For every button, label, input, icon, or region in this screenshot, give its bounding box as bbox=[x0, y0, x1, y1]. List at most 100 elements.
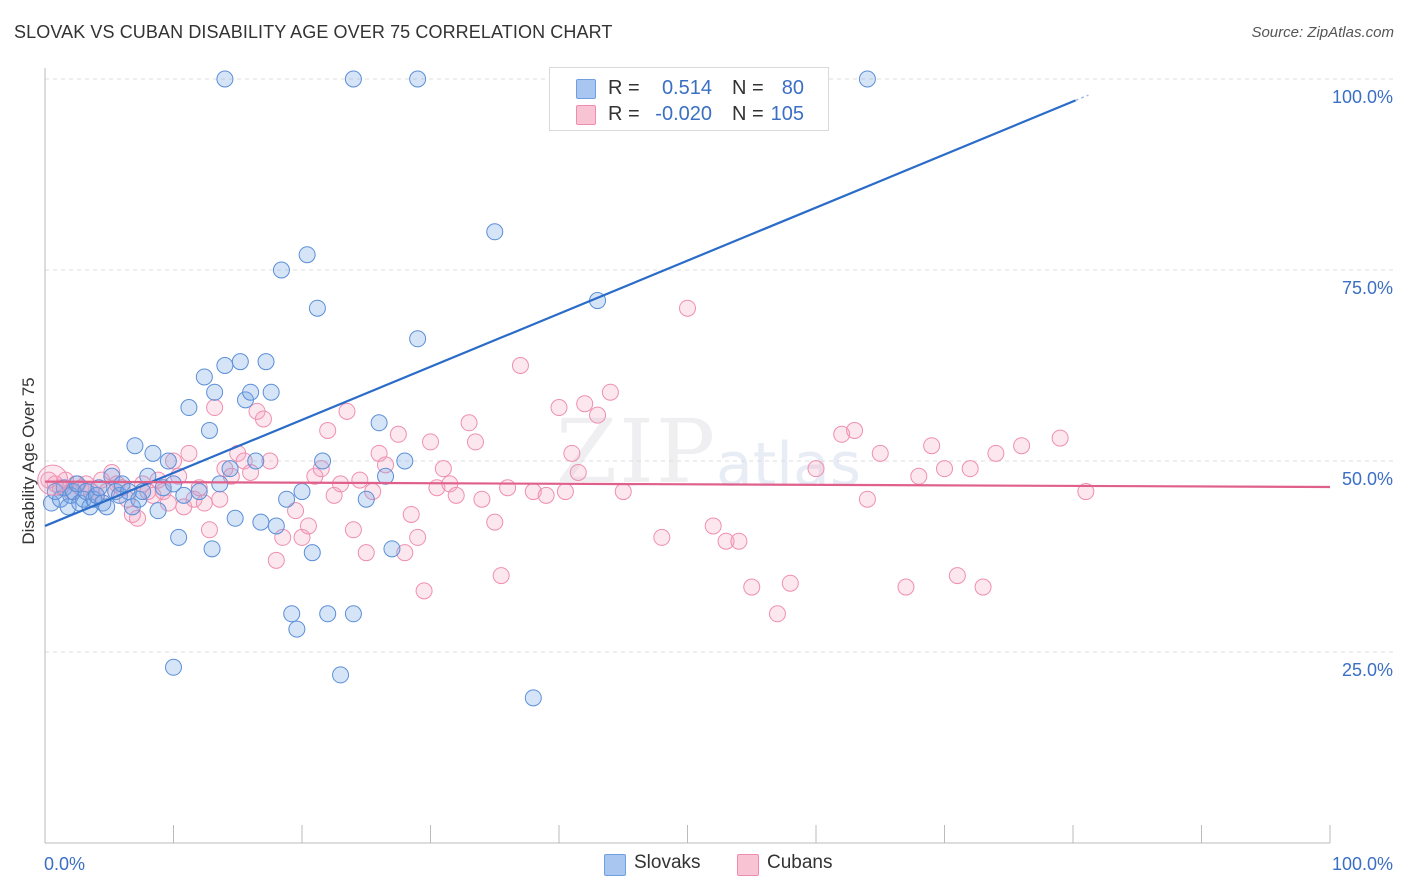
slovak-point bbox=[144, 444, 162, 462]
legend-n-value: 80 bbox=[781, 77, 804, 99]
legend-row-cubans: R = -0.020 N = 105 bbox=[550, 102, 828, 128]
slovak-point bbox=[216, 70, 234, 88]
slovak-point bbox=[293, 483, 311, 501]
slovak-point bbox=[195, 368, 213, 386]
correlation-legend: R = 0.514 N = 80 R = -0.020 N = 105 bbox=[549, 67, 829, 131]
slovak-point bbox=[165, 475, 182, 493]
cuban-point bbox=[846, 421, 864, 439]
chart-title: SLOVAK VS CUBAN DISABILITY AGE OVER 75 C… bbox=[14, 22, 613, 42]
cuban-point bbox=[396, 544, 414, 562]
cuban-point bbox=[415, 582, 433, 600]
y-axis-label: Disability Age Over 75 bbox=[19, 377, 38, 544]
cuban-point bbox=[717, 532, 735, 550]
slovak-point bbox=[272, 261, 290, 279]
cuban-point bbox=[180, 444, 198, 462]
slovak-point bbox=[383, 540, 401, 558]
slovak-point bbox=[396, 452, 414, 470]
cuban-point bbox=[338, 402, 356, 420]
slovak-point bbox=[216, 357, 234, 374]
cuban-point bbox=[679, 299, 696, 317]
cuban-point bbox=[389, 425, 407, 443]
x-tick-label: 100.0% bbox=[1332, 854, 1393, 874]
slovak-point bbox=[370, 414, 388, 432]
cuban-point bbox=[563, 444, 581, 462]
legend-swatch-slovaks bbox=[576, 79, 596, 99]
legend-row-slovaks: R = 0.514 N = 80 bbox=[550, 76, 828, 102]
watermark-sub: atlas bbox=[716, 430, 861, 500]
cuban-point bbox=[974, 578, 992, 596]
cuban-point bbox=[550, 399, 568, 417]
cuban-point bbox=[344, 521, 362, 539]
slovak-point bbox=[288, 620, 306, 638]
legend-n-value: 105 bbox=[770, 103, 804, 125]
cuban-point bbox=[492, 567, 510, 585]
slovak-point bbox=[226, 509, 244, 527]
cuban-point bbox=[402, 505, 420, 523]
cuban-point bbox=[743, 578, 761, 596]
cuban-point bbox=[190, 479, 208, 497]
y-tick-label: 100.0% bbox=[1332, 87, 1393, 107]
slovak-point bbox=[357, 490, 375, 508]
slovak-point bbox=[154, 479, 172, 497]
cuban-point bbox=[473, 490, 491, 508]
slovak-point bbox=[319, 605, 337, 623]
slovak-point bbox=[298, 246, 316, 264]
cuban-point bbox=[267, 551, 285, 569]
slovak-point bbox=[252, 513, 270, 531]
slovak-point bbox=[257, 353, 275, 371]
cuban-point bbox=[923, 437, 941, 455]
legend-r-label: R = bbox=[608, 103, 640, 125]
slovak-point bbox=[190, 483, 208, 501]
cuban-point bbox=[287, 502, 305, 520]
watermark-main: ZIP bbox=[556, 400, 718, 503]
legend-r-value: 0.514 bbox=[661, 77, 712, 99]
slovak-point bbox=[267, 517, 285, 535]
x-tick-label: 0.0% bbox=[44, 854, 85, 874]
slovak-point bbox=[262, 383, 280, 401]
legend-n-label: N = bbox=[732, 103, 764, 125]
slovak-point bbox=[221, 460, 239, 478]
slovak-point bbox=[409, 330, 427, 348]
slovak-point bbox=[524, 689, 542, 707]
cuban-trend-line bbox=[44, 480, 1331, 489]
source-credit: Source: ZipAtlas.com bbox=[1251, 24, 1394, 41]
slovak-point bbox=[211, 475, 229, 493]
cuban-point bbox=[589, 406, 607, 424]
cuban-point bbox=[768, 605, 786, 623]
cuban-point bbox=[1077, 483, 1095, 501]
cuban-point bbox=[653, 528, 671, 546]
cuban-point bbox=[206, 399, 224, 417]
slovak-point bbox=[308, 299, 326, 317]
slovak-point bbox=[149, 502, 167, 520]
slovak-point bbox=[303, 544, 321, 562]
cuban-point bbox=[556, 483, 574, 501]
cuban-point bbox=[807, 460, 825, 478]
cuban-point bbox=[511, 357, 529, 374]
cuban-point bbox=[165, 452, 182, 470]
cuban-point bbox=[409, 528, 427, 546]
cuban-point bbox=[987, 444, 1005, 462]
cuban-point bbox=[299, 517, 317, 535]
cuban-point bbox=[910, 467, 928, 485]
cuban-point bbox=[499, 479, 517, 497]
bottom-legend-swatch-cubans bbox=[737, 854, 759, 876]
slovak-point bbox=[247, 452, 265, 470]
legend-r-value: -0.020 bbox=[655, 103, 712, 125]
slovak-point bbox=[242, 383, 260, 401]
slovak-point bbox=[159, 452, 177, 470]
bottom-legend-label-slovaks: Slovaks bbox=[634, 852, 701, 873]
cuban-point bbox=[871, 444, 889, 462]
cuban-point bbox=[261, 452, 279, 470]
slovak-trend-line bbox=[44, 99, 1076, 527]
cuban-point bbox=[897, 578, 915, 596]
y-tick-label: 50.0% bbox=[1342, 469, 1393, 489]
cuban-point bbox=[833, 425, 851, 443]
slovak-trend-extension bbox=[1075, 94, 1089, 102]
cuban-point bbox=[936, 460, 953, 478]
cuban-point bbox=[961, 460, 979, 478]
slovak-point bbox=[170, 528, 188, 546]
slovak-point bbox=[126, 437, 144, 455]
cuban-point bbox=[730, 532, 748, 550]
slovak-point bbox=[344, 70, 362, 88]
